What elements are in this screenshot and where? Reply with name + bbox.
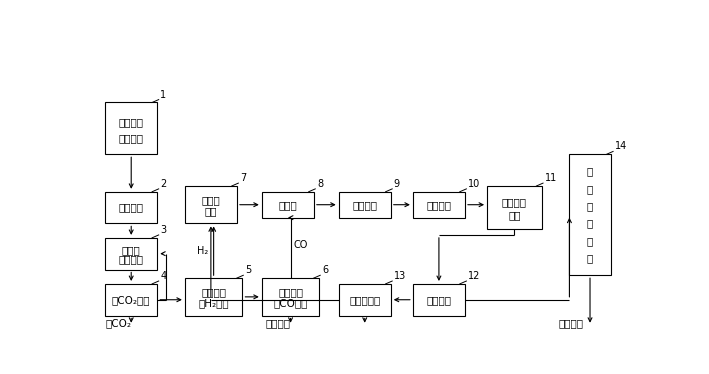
Text: 甲醇合成: 甲醇合成 (502, 197, 527, 208)
Text: 热交换器: 热交换器 (352, 200, 377, 210)
Text: 废气排放: 废气排放 (266, 319, 291, 328)
Text: 脱CO₂装置: 脱CO₂装置 (112, 295, 150, 305)
Bar (262, 192, 314, 218)
Bar (339, 284, 391, 316)
Text: 合成气: 合成气 (201, 195, 220, 205)
Text: 9: 9 (394, 179, 400, 189)
Text: 变换装置: 变换装置 (118, 254, 144, 264)
Text: 12: 12 (468, 271, 481, 281)
Text: 水煤气: 水煤气 (122, 245, 140, 255)
Text: 炉逼: 炉逼 (205, 206, 217, 217)
Text: 水冷却器: 水冷却器 (426, 295, 452, 305)
Text: 甲: 甲 (587, 166, 593, 177)
Text: 副产煤气: 副产煤气 (118, 133, 144, 143)
Text: 13: 13 (394, 271, 406, 281)
Text: 装: 装 (587, 236, 593, 246)
Text: 馏: 馏 (587, 218, 593, 229)
Bar (105, 102, 157, 154)
Bar (339, 192, 391, 218)
Text: 醇: 醇 (587, 184, 593, 194)
Bar (185, 186, 237, 223)
Text: 6: 6 (322, 265, 328, 275)
Text: 压缩机: 压缩机 (279, 200, 297, 210)
Bar (413, 192, 465, 218)
Text: 制H₂装置: 制H₂装置 (199, 298, 229, 309)
Bar (105, 192, 157, 223)
Text: 置: 置 (587, 253, 593, 263)
Text: 8: 8 (317, 179, 323, 189)
Text: 11: 11 (545, 173, 557, 183)
Text: 甲醇分离器: 甲醇分离器 (349, 295, 380, 305)
Bar (105, 284, 157, 316)
Text: 脱氧装置: 脱氧装置 (426, 200, 452, 210)
Text: 14: 14 (615, 141, 627, 151)
Text: 纯CO₂: 纯CO₂ (106, 319, 132, 328)
Text: 精: 精 (587, 201, 593, 211)
Bar (569, 154, 610, 275)
Text: 10: 10 (468, 179, 480, 189)
Text: 冶金过程: 冶金过程 (118, 117, 144, 127)
Text: CO: CO (294, 240, 308, 250)
Text: 5: 5 (245, 265, 251, 275)
Text: 2: 2 (160, 179, 167, 189)
Text: H₂: H₂ (197, 246, 208, 256)
Text: 4: 4 (160, 271, 167, 281)
Text: 脱硫装置: 脱硫装置 (118, 203, 144, 212)
Text: 7: 7 (240, 173, 246, 183)
Bar (185, 278, 242, 316)
Text: 制CO装置: 制CO装置 (274, 298, 308, 309)
Text: 3: 3 (160, 225, 167, 235)
Text: 1: 1 (160, 90, 167, 99)
Bar (105, 238, 157, 270)
Text: 变压吸附: 变压吸附 (201, 287, 226, 297)
Text: 甲醇产品: 甲醇产品 (559, 319, 584, 328)
Bar (487, 186, 542, 229)
Bar (262, 278, 319, 316)
Text: 装置: 装置 (508, 210, 520, 220)
Text: 变压吸附: 变压吸附 (278, 287, 303, 297)
Bar (413, 284, 465, 316)
